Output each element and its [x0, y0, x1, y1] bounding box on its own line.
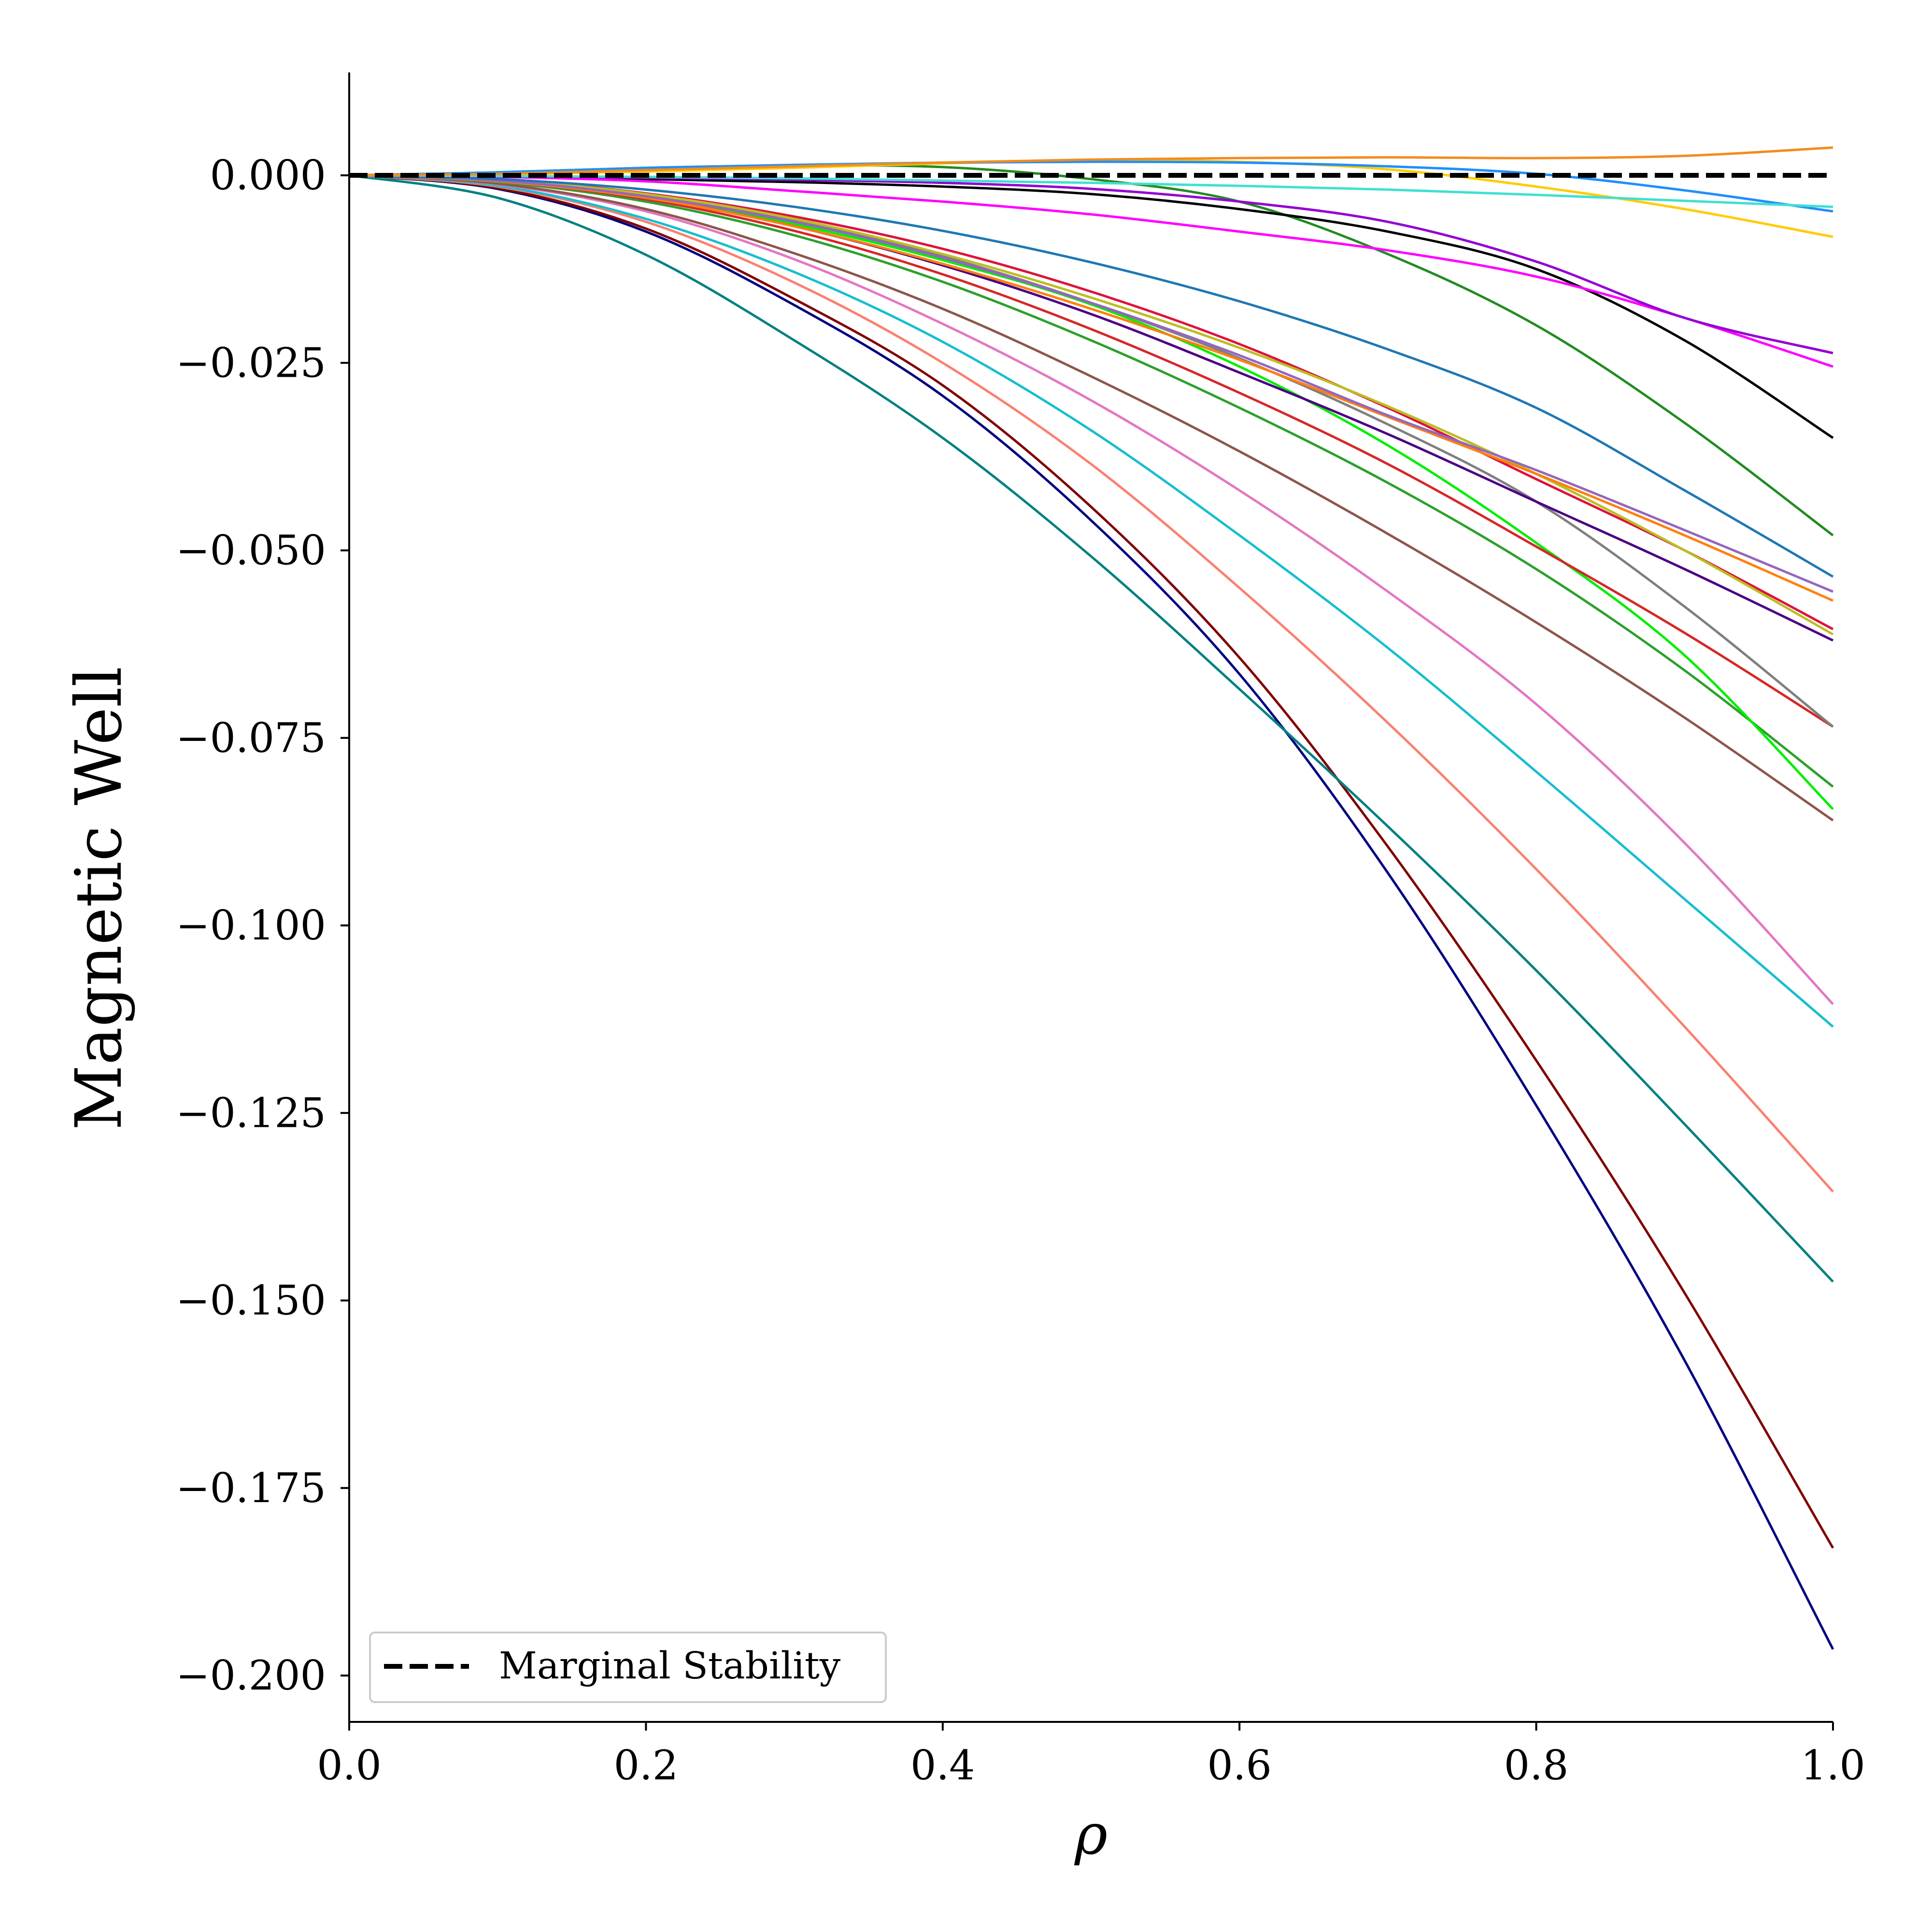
y-tick-label: −0.150	[176, 1277, 326, 1324]
series-line-brown	[349, 174, 1834, 822]
x-tick-label: 0.0	[317, 1742, 382, 1789]
series-line-blue	[349, 174, 1834, 578]
series-line-navy	[349, 174, 1834, 1650]
x-tick-label: 0.4	[910, 1742, 975, 1789]
x-ticks: 0.0 0.2 0.4 0.6 0.8 1.0	[317, 1722, 1865, 1789]
x-tick-label: 1.0	[1801, 1742, 1865, 1789]
series-line-green	[349, 174, 1834, 788]
x-axis-title: ρ	[1074, 1802, 1108, 1867]
series-line-salmon	[349, 174, 1834, 1193]
legend-label-marginal-stability: Marginal Stability	[499, 1645, 841, 1688]
series-line-turquoise	[349, 174, 1833, 208]
legend: Marginal Stability	[369, 1632, 887, 1703]
x-tick-label: 0.8	[1504, 1742, 1569, 1789]
series-line-maroon	[349, 174, 1834, 1549]
series-layer	[349, 146, 1834, 1650]
y-tick-label: −0.200	[176, 1652, 326, 1699]
x-tick-label: 0.6	[1207, 1742, 1272, 1789]
y-axis-title: Magnetic Well	[62, 667, 136, 1130]
y-tick-label: 0.000	[210, 152, 326, 199]
y-tick-label: −0.050	[176, 527, 326, 574]
series-line-teal	[349, 174, 1834, 1283]
legend-frame	[369, 1632, 887, 1703]
y-tick-label: −0.175	[176, 1464, 326, 1512]
series-line-purple	[349, 174, 1833, 593]
y-ticks: 0.000 −0.025 −0.050 −0.075 −0.100 −0.125 −0.15…	[176, 152, 349, 1699]
series-line-olive	[349, 174, 1834, 636]
y-tick-label: −0.100	[176, 902, 326, 949]
series-line-darkorange	[349, 146, 1833, 177]
y-tick-label: −0.125	[176, 1089, 326, 1136]
x-tick-label: 0.2	[614, 1742, 679, 1789]
series-line-orchid	[349, 174, 1834, 1005]
series-line-cyan	[349, 174, 1834, 1028]
series-line-dodgerblue	[349, 160, 1833, 213]
y-tick-label: −0.025	[176, 339, 326, 386]
series-line-magenta	[349, 174, 1833, 368]
y-tick-label: −0.075	[176, 714, 326, 762]
